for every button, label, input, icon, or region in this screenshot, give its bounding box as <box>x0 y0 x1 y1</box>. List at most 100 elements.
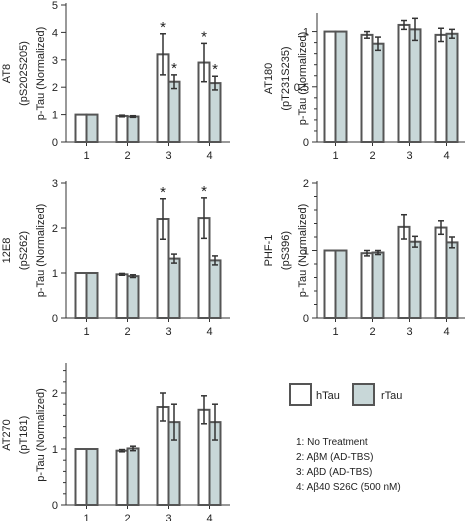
y-tick-label: 1 <box>52 444 58 456</box>
x-tick-label: 1 <box>83 513 89 521</box>
y-tick-label: 2 <box>303 178 309 190</box>
x-tick-label: 1 <box>83 326 89 338</box>
y-tick-label: 1 <box>303 27 309 39</box>
chart-panel-at8: 0 1 2 3 4 5 1 2 3 * * 4 * * AT8 (pS202S205) p-Tau (Norma… <box>1 0 230 162</box>
significance-star: * <box>171 60 177 77</box>
x-tick-label: 3 <box>165 513 171 521</box>
bar-htau-2 <box>115 449 129 506</box>
bar-rtau-4 <box>445 32 459 144</box>
charts-layer: 0 1 2 3 4 5 1 2 3 * * 4 * * AT8 (pS202S205) p-Tau (Norma… <box>1 0 465 521</box>
legend: hTau rTau 1: No Treatment 2: AβM (AD-TBS… <box>289 383 402 493</box>
significance-star: * <box>160 19 166 36</box>
y-axis-ylabel: p-Tau (Normalized) <box>297 32 309 126</box>
bar-htau-4 <box>434 226 448 319</box>
x-tick-label: 4 <box>443 326 449 338</box>
legend-swatch-rtau <box>352 383 375 406</box>
y-axis-epitope: (pT181) <box>18 416 30 455</box>
bar-htau-2 <box>115 273 129 320</box>
bar-htau-2 <box>115 114 129 144</box>
bar-rtau-1 <box>85 448 99 506</box>
y-tick-label: 5 <box>52 0 58 12</box>
y-axis-antibody: 12E8 <box>1 238 13 264</box>
y-tick-label: 0.5 <box>294 82 309 94</box>
bar-htau-1 <box>74 272 88 319</box>
y-tick-label: 0 <box>52 500 58 512</box>
bar-rtau-1 <box>85 113 99 143</box>
y-tick-label: 1 <box>52 268 58 280</box>
y-axis-antibody: AT270 <box>1 419 13 451</box>
condition-key-2: 2: AβM (AD-TBS) <box>296 452 373 463</box>
y-tick-label: 2 <box>52 82 58 94</box>
y-axis-ylabel: p-Tau (Normalized) <box>35 204 47 298</box>
y-axis-epitope: (pS262) <box>18 231 30 270</box>
bar-rtau-2 <box>126 447 140 507</box>
y-axis-epitope: (pS396) <box>280 231 292 270</box>
y-tick-label: 3 <box>52 55 58 67</box>
bar-htau-3 <box>397 23 411 143</box>
bar-htau-2 <box>360 252 374 319</box>
bar-rtau-3 <box>167 80 181 143</box>
bar-rtau-1 <box>334 249 348 319</box>
y-axis-antibody: PHF-1 <box>263 235 275 267</box>
x-tick-label: 1 <box>332 326 338 338</box>
bar-rtau-4 <box>208 82 222 143</box>
x-tick-label: 2 <box>124 150 130 162</box>
condition-key-3: 3: AβD (AD-TBS) <box>296 467 372 478</box>
y-axis-antibody: AT8 <box>1 64 13 83</box>
x-tick-label: 4 <box>206 326 212 338</box>
x-tick-label: 4 <box>206 150 212 162</box>
bar-rtau-3 <box>408 240 422 320</box>
bar-rtau-2 <box>371 42 385 143</box>
x-tick-label: 4 <box>443 150 449 162</box>
x-tick-label: 2 <box>124 513 130 521</box>
bar-htau-1 <box>74 448 88 506</box>
y-axis-antibody: AT180 <box>263 63 275 95</box>
x-tick-label: 3 <box>165 326 171 338</box>
y-tick-label: 1 <box>303 246 309 258</box>
y-tick-label: 2 <box>52 388 58 400</box>
y-tick-label: 0 <box>52 313 58 325</box>
y-tick-label: 3 <box>52 178 58 190</box>
chart-panel-at270: 0 1 2 1 2 3 4 AT270 (pT181) p-Tau (Normalized) <box>1 363 230 521</box>
x-tick-label: 3 <box>165 150 171 162</box>
y-axis-ylabel: p-Tau (Normalized) <box>297 204 309 298</box>
x-tick-label: 1 <box>83 150 89 162</box>
x-tick-label: 2 <box>369 150 375 162</box>
y-tick-label: 0 <box>52 137 58 149</box>
bar-htau-2 <box>360 33 374 144</box>
y-tick-label: 0 <box>303 137 309 149</box>
y-tick-label: 2 <box>52 223 58 235</box>
significance-star: * <box>201 28 207 45</box>
chart-panel-at180: 0 0.5 1 1 2 3 4 AT180 (pT231S235) p-Tau (Normaliz… <box>263 13 465 162</box>
significance-star: * <box>201 183 207 200</box>
y-axis-ylabel: p-Tau (Normalized) <box>35 27 47 121</box>
bar-rtau-3 <box>408 28 422 143</box>
y-tick-label: 0 <box>303 313 309 325</box>
chart-panel-phf-1: 0 1 2 1 2 3 4 PHF-1 (pS396) p-Tau (Normalized) <box>263 178 465 338</box>
bar-rtau-2 <box>126 115 140 143</box>
x-tick-label: 3 <box>406 326 412 338</box>
y-axis-epitope: (pS202S205) <box>18 41 30 106</box>
bar-rtau-4 <box>445 241 459 319</box>
y-tick-label: 4 <box>52 27 58 39</box>
bar-htau-1 <box>323 30 337 144</box>
bar-htau-4 <box>434 33 448 144</box>
bar-rtau-1 <box>85 272 99 319</box>
bar-htau-1 <box>323 249 337 319</box>
bar-rtau-4 <box>208 259 222 319</box>
condition-key-1: 1: No Treatment <box>296 437 368 448</box>
chart-panel-12e8: 0 1 2 3 1 2 3 * 4 * 12E8 (pS262) p-Tau (Normalized) <box>1 178 230 338</box>
bar-htau-3 <box>397 225 411 319</box>
bar-rtau-2 <box>126 275 140 319</box>
condition-key-4: 4: Aβ40 S26C (500 nM) <box>296 482 401 493</box>
legend-swatch-htau <box>289 383 312 406</box>
y-tick-label: 1 <box>52 110 58 122</box>
bar-rtau-3 <box>167 257 181 320</box>
x-tick-label: 2 <box>124 326 130 338</box>
bar-htau-1 <box>74 113 88 143</box>
x-tick-label: 3 <box>406 150 412 162</box>
y-axis-epitope: (pT231S235) <box>280 46 292 110</box>
x-tick-label: 1 <box>332 150 338 162</box>
significance-star: * <box>212 61 218 78</box>
